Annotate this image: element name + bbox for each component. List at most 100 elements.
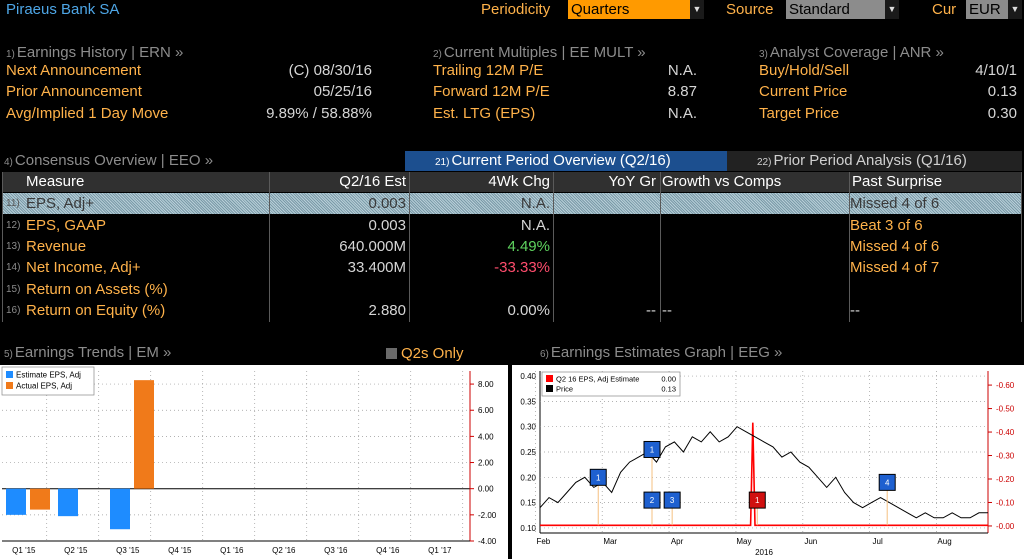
legend-swatch [546, 385, 553, 392]
legend-label: Q2 16 EPS, Adj Estimate [556, 375, 639, 384]
legend-box [541, 371, 681, 397]
event-marker [589, 468, 607, 486]
consensus-overview-title[interactable]: 4) Consensus Overview | EEO » [4, 152, 214, 169]
bar [58, 488, 78, 517]
checkbox-icon [386, 348, 397, 359]
current-multiples-title[interactable]: 2) Current Multiples | EE MULT » [433, 44, 646, 61]
x-tick-label: Q4 '15 [168, 546, 192, 555]
x-tick-label: Jul [873, 537, 883, 546]
x-tick-label: Apr [671, 537, 684, 546]
event-marker-label: 4 [885, 478, 890, 487]
series-line [539, 426, 988, 519]
legend-swatch [6, 371, 13, 378]
table-header: Measure Q2/16 Est 4Wk Chg YoY Gr Growth … [2, 172, 1022, 192]
divider [409, 172, 410, 322]
legend-box [1, 366, 95, 396]
x-tick-label: Q1 '17 [428, 546, 452, 555]
x-tick-label: Q4 '16 [376, 546, 400, 555]
top-bar: Piraeus Bank SA Periodicity Quarters ▼ S… [0, 0, 1024, 22]
list-item: Current Price 0.13 [759, 83, 1017, 100]
divider [1021, 172, 1022, 322]
source-dropdown[interactable]: Standard [786, 0, 885, 19]
x-tick-label: Jun [804, 537, 817, 546]
earnings-estimates-title[interactable]: 6) Earnings Estimates Graph | EEG » [540, 344, 783, 361]
y-tick-label: 0.25 [520, 448, 536, 457]
earnings-trends-chart[interactable]: 8.00 6.00 4.00 2.00 0.00 -2.00 -4.00 Q1 '15 Q2 '… [0, 365, 508, 559]
event-marker [643, 440, 661, 458]
y-tick-label: 0.15 [520, 499, 536, 508]
table-row[interactable]: 16) Return on Equity (%) 2.880 0.00% -- … [6, 302, 860, 319]
divider [660, 172, 661, 322]
periodicity-label: Periodicity [481, 1, 551, 18]
event-marker [878, 473, 896, 491]
table-row[interactable]: 13) Revenue 640.000M 4.49% Missed 4 of 6 [6, 238, 940, 255]
list-item: Avg/Implied 1 Day Move 9.89% / 58.88% [6, 105, 372, 122]
legend-value: 0.13 [661, 385, 676, 394]
column-header-yoy[interactable]: YoY Gr [608, 173, 656, 190]
column-header-past-surprise[interactable]: Past Surprise [852, 173, 943, 190]
y-tick-label: -4.00 [478, 537, 497, 546]
series-line [540, 422, 988, 527]
x-tick-label: Q2 '15 [64, 546, 88, 555]
legend-label: Price [556, 385, 573, 394]
q2s-only-toggle[interactable]: Q2s Only [386, 345, 464, 362]
legend-label: Estimate EPS, Adj [16, 371, 81, 380]
event-marker-label: 1 [650, 445, 655, 454]
table-row[interactable]: 15) Return on Assets (%) [6, 281, 168, 298]
chevron-down-icon[interactable]: ▼ [885, 0, 899, 19]
column-header-growth-comps[interactable]: Growth vs Comps [662, 173, 782, 190]
chart-background [512, 365, 1024, 559]
divider [849, 172, 850, 322]
y-tick-label: 2.00 [478, 459, 494, 468]
column-header-est[interactable]: Q2/16 Est [339, 173, 406, 190]
x-tick-label: Q3 '15 [116, 546, 140, 555]
event-marker [643, 491, 661, 509]
x-tick-label: Aug [937, 537, 951, 546]
y-tick-label: -0.10 [996, 498, 1015, 507]
event-marker [663, 491, 681, 509]
earnings-estimates-chart[interactable]: 0.40 0.35 0.30 0.25 0.20 0.15 0.10 -0.60 -0.50 -0… [512, 365, 1024, 559]
y-tick-label: -0.20 [996, 475, 1015, 484]
chevron-down-icon[interactable]: ▼ [690, 0, 704, 19]
table-row[interactable]: 12) EPS, GAAP 0.003 N.A. Beat 3 of 6 [6, 217, 923, 234]
x-tick-label: Q1 '15 [12, 546, 36, 555]
legend-label: Actual EPS, Adj [16, 382, 72, 391]
analyst-coverage-panel: 3) Analyst Coverage | ANR » Buy/Hold/Sell… [759, 44, 1019, 127]
earnings-trends-title[interactable]: 5) Earnings Trends | EM » [4, 344, 172, 361]
tab-current-period[interactable]: 21) Current Period Overview (Q2/16) [405, 151, 727, 171]
y-tick-label: 8.00 [478, 380, 494, 389]
event-marker [748, 491, 766, 509]
event-marker-label: 2 [650, 496, 655, 505]
bar [6, 488, 26, 515]
divider [553, 172, 554, 322]
chart-legend: Estimate EPS, Adj Actual EPS, Adj [1, 366, 95, 396]
y-tick-label: 0.35 [520, 397, 536, 406]
periodicity-dropdown[interactable]: Quarters [568, 0, 690, 19]
event-marker-label: 1 [755, 496, 760, 505]
column-header-measure[interactable]: Measure [26, 173, 85, 190]
table-row[interactable]: 14) Net Income, Adj+ 33.400M -33.33% Mis… [6, 259, 940, 276]
list-item: Trailing 12M P/E N.A. [433, 62, 697, 79]
column-header-4wk-chg[interactable]: 4Wk Chg [488, 173, 550, 190]
divider [269, 172, 270, 322]
list-item: Next Announcement (C) 08/30/16 [6, 62, 372, 79]
legend-swatch [6, 382, 13, 389]
consensus-table: Measure Q2/16 Est 4Wk Chg YoY Gr Growth … [2, 172, 1022, 322]
earnings-history-title[interactable]: 1) Earnings History | ERN » [6, 44, 184, 61]
legend-swatch [546, 375, 553, 382]
divider [2, 172, 3, 322]
earnings-history-panel: 1) Earnings History | ERN » Next Announce… [6, 44, 376, 127]
chevron-down-icon[interactable]: ▼ [1008, 0, 1022, 19]
chart-background [0, 365, 508, 559]
currency-dropdown[interactable]: EUR [966, 0, 1008, 19]
event-marker-label: 3 [670, 496, 675, 505]
consensus-tabs: 21) Current Period Overview (Q2/16) 22) Pr… [405, 151, 1022, 171]
y-tick-label: 0.10 [520, 524, 536, 533]
tab-prior-period[interactable]: 22) Prior Period Analysis (Q1/16) [727, 151, 1022, 171]
y-tick-label: -2.00 [478, 511, 497, 520]
chart-legend: Q2 16 EPS, Adj Estimate 0.00 Price 0.13 [541, 371, 681, 397]
analyst-coverage-title[interactable]: 3) Analyst Coverage | ANR » [759, 44, 944, 61]
currency-label: Cur [932, 1, 957, 18]
x-tick-label: May [736, 537, 751, 546]
table-row[interactable]: 11) EPS, Adj+ 0.003 N.A. Missed 4 of 6 [2, 193, 1022, 214]
